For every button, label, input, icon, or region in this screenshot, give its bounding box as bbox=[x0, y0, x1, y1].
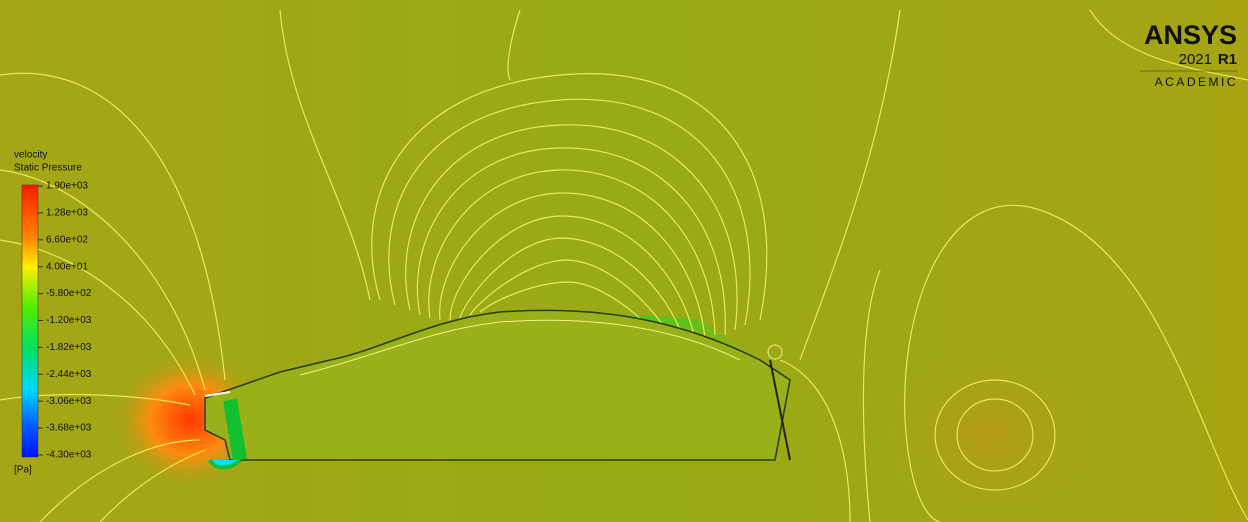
logo-brand: ANSYS bbox=[1144, 20, 1237, 50]
legend-variable: Static Pressure bbox=[14, 163, 82, 174]
wake-zone bbox=[880, 340, 1100, 522]
legend-label: -3.68e+03 bbox=[46, 423, 92, 434]
legend-label: -1.82e+03 bbox=[46, 342, 92, 353]
logo-edition: ACADEMIC bbox=[1155, 75, 1238, 89]
colorbar bbox=[21, 184, 39, 458]
legend-label: 6.60e+02 bbox=[46, 234, 88, 245]
legend-label: -4.30e+03 bbox=[46, 450, 92, 461]
vehicle-outline bbox=[204, 309, 791, 470]
contour-lines bbox=[0, 9, 1248, 522]
legend-label: -3.06e+03 bbox=[46, 396, 92, 407]
legend-label: 1.90e+03 bbox=[46, 181, 88, 192]
legend-label: 4.00e+01 bbox=[46, 261, 88, 272]
legend-label: 1.28e+03 bbox=[46, 208, 88, 219]
logo-year: 2021 bbox=[1179, 51, 1212, 68]
legend-label: -5.80e+02 bbox=[46, 288, 92, 299]
legend-unit: [Pa] bbox=[14, 465, 32, 476]
logo-release: R1 bbox=[1218, 51, 1237, 68]
legend-labels: 1.90e+03 1.28e+03 6.60e+02 4.00e+01 -5.80e+0… bbox=[38, 181, 92, 461]
legend-label: -1.20e+03 bbox=[46, 315, 92, 326]
legend-title: velocity bbox=[14, 150, 47, 161]
legend-label: -2.44e+03 bbox=[46, 369, 92, 380]
